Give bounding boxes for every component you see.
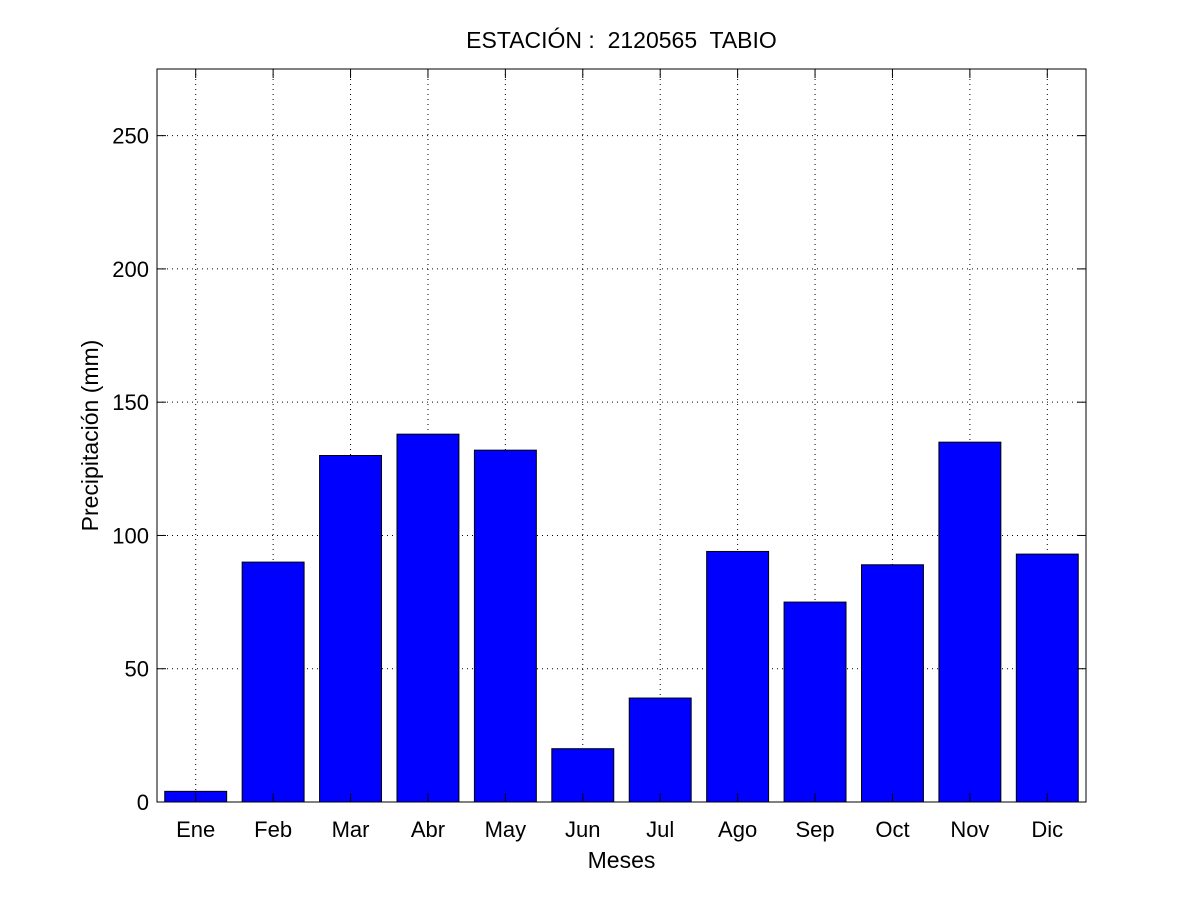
x-tick-label: Feb	[254, 817, 292, 842]
x-tick-label: Dic	[1031, 817, 1063, 842]
plot-frame	[156, 68, 1087, 803]
y-tick-label: 100	[112, 523, 149, 548]
x-tick-label: Ago	[718, 817, 757, 842]
bar-mar	[319, 454, 383, 803]
x-tick-label: Mar	[332, 817, 370, 842]
x-tick-label: Jun	[565, 817, 600, 842]
y-tick-label: 50	[125, 657, 149, 682]
bar-dic	[1015, 553, 1079, 803]
bar-nov	[938, 441, 1002, 803]
x-tick-labels: Ene Feb Mar Abr May Jun Jul Ago Sep Oct Nov Dic	[176, 817, 1063, 842]
bar-jul	[628, 697, 692, 803]
y-axis-label: Precipitación (mm)	[77, 340, 103, 532]
x-axis-label: Meses	[588, 847, 656, 873]
x-tick-label: Nov	[950, 817, 989, 842]
y-tick-label: 0	[137, 790, 149, 815]
x-tick-label: Sep	[795, 817, 834, 842]
bar-ago	[706, 550, 770, 803]
y-tick-label: 150	[112, 390, 149, 415]
axis-ticks	[157, 69, 1086, 803]
chart-title: ESTACIÓN : 2120565 TABIO	[466, 27, 777, 53]
x-tick-label: May	[485, 817, 527, 842]
y-tick-label: 200	[112, 257, 149, 282]
bar-oct	[860, 564, 924, 803]
bars	[164, 433, 1079, 803]
y-tick-labels: 0 50 100 150 200 250	[112, 124, 149, 815]
bar-abr	[396, 433, 460, 803]
x-tick-label: Ene	[176, 817, 215, 842]
bar-may	[473, 449, 537, 803]
bar-sep	[783, 601, 847, 803]
x-tick-label: Oct	[875, 817, 909, 842]
bar-feb	[241, 561, 305, 803]
y-tick-label: 250	[112, 124, 149, 149]
x-tick-label: Jul	[646, 817, 674, 842]
x-tick-label: Abr	[411, 817, 445, 842]
